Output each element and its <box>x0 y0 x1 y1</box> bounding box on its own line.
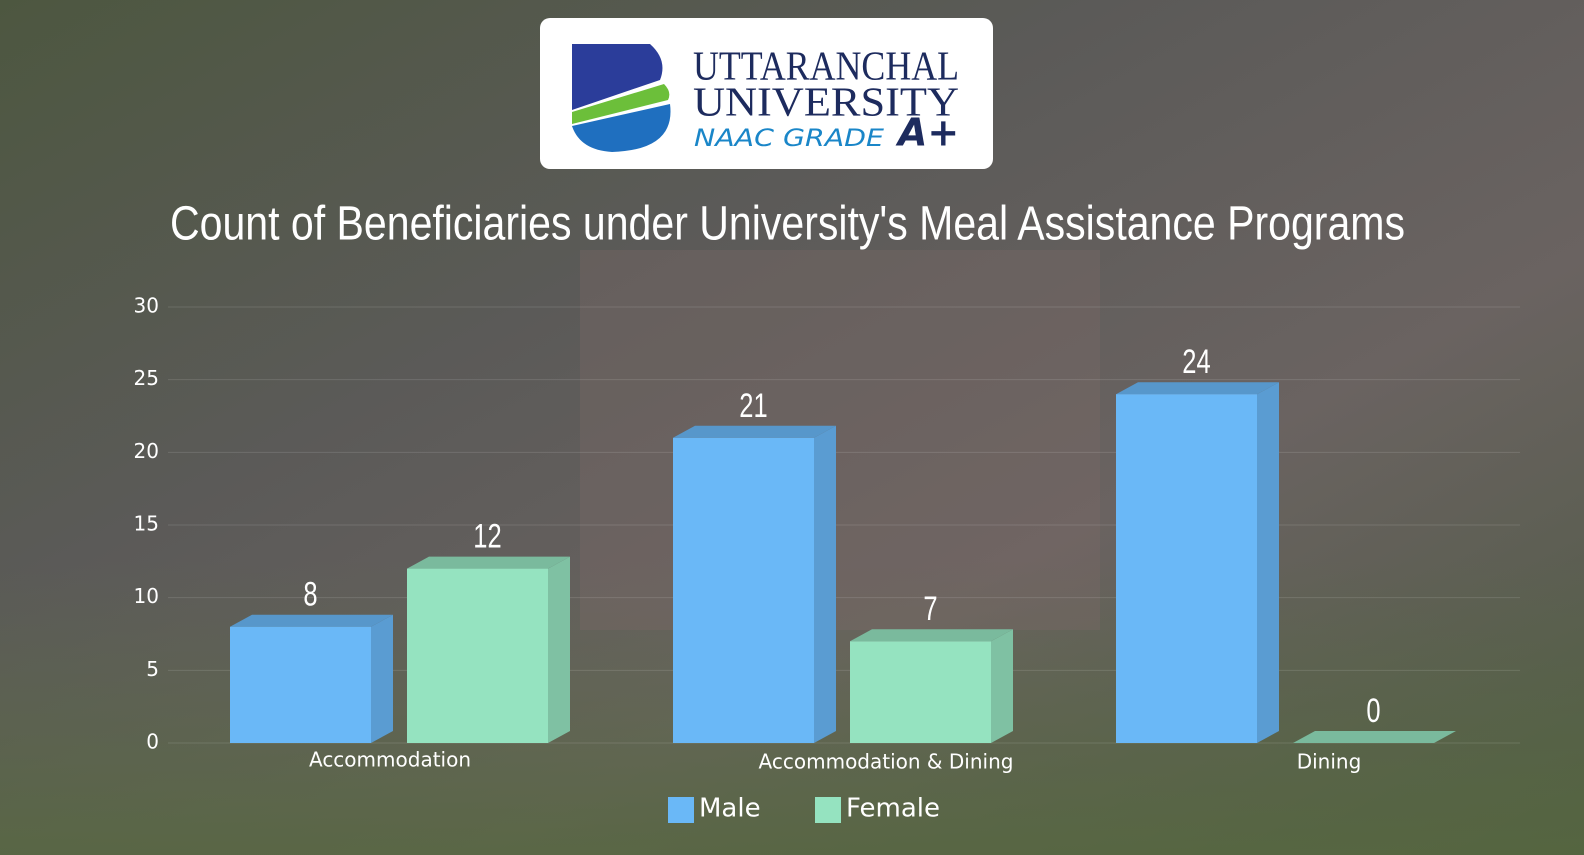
data-label: 24 <box>1182 344 1210 381</box>
y-tick-label: 0 <box>146 730 159 754</box>
logo-swoosh <box>572 44 663 110</box>
chart-title: Count of Beneficiaries under University'… <box>170 198 1405 251</box>
legend-swatch <box>668 797 694 823</box>
bar-top <box>1116 382 1279 395</box>
logo-swoosh <box>572 104 671 152</box>
y-tick-label: 20 <box>134 439 159 463</box>
data-label: 21 <box>739 387 767 424</box>
logo-grade: A+ <box>895 111 959 155</box>
bar-top <box>230 614 393 627</box>
logo: UTTARANCHAL UNIVERSITY NAAC GRADE A+ <box>540 18 993 169</box>
bar <box>407 568 548 743</box>
data-label: 0 <box>1366 693 1380 730</box>
background-building <box>580 250 1100 630</box>
legend-label: Female <box>846 794 940 824</box>
bar-top <box>1293 731 1456 743</box>
bar <box>850 641 991 743</box>
bar-side <box>548 556 570 743</box>
y-tick-label: 5 <box>146 657 159 681</box>
y-tick-label: 10 <box>134 584 159 608</box>
bar-side <box>371 614 393 743</box>
logo-grade-text: NAAC GRADE <box>694 124 885 152</box>
bar-side <box>814 425 836 743</box>
x-tick-label: Dining <box>1297 750 1362 774</box>
data-label: 7 <box>923 591 937 628</box>
data-label: 12 <box>473 518 501 555</box>
legend-label: Male <box>699 794 761 824</box>
y-tick-label: 15 <box>134 512 159 536</box>
bar-top <box>850 629 1013 642</box>
data-label: 8 <box>303 576 317 613</box>
bar-side <box>991 629 1013 743</box>
y-tick-label: 30 <box>134 294 159 318</box>
logo-swoosh <box>572 84 670 124</box>
legend-swatch <box>815 797 841 823</box>
x-tick-label: Accommodation & Dining <box>759 750 1014 774</box>
bar-side <box>1257 382 1279 743</box>
logo-text: UNIVERSITY <box>693 78 959 124</box>
y-tick-label: 25 <box>134 366 159 390</box>
bar <box>673 437 814 743</box>
bar <box>230 626 371 743</box>
bar <box>1116 394 1257 743</box>
x-tick-label: Accommodation <box>309 748 471 772</box>
bar-top <box>407 556 570 569</box>
bar-top <box>673 425 836 438</box>
logo-text: UTTARANCHAL <box>693 42 959 88</box>
